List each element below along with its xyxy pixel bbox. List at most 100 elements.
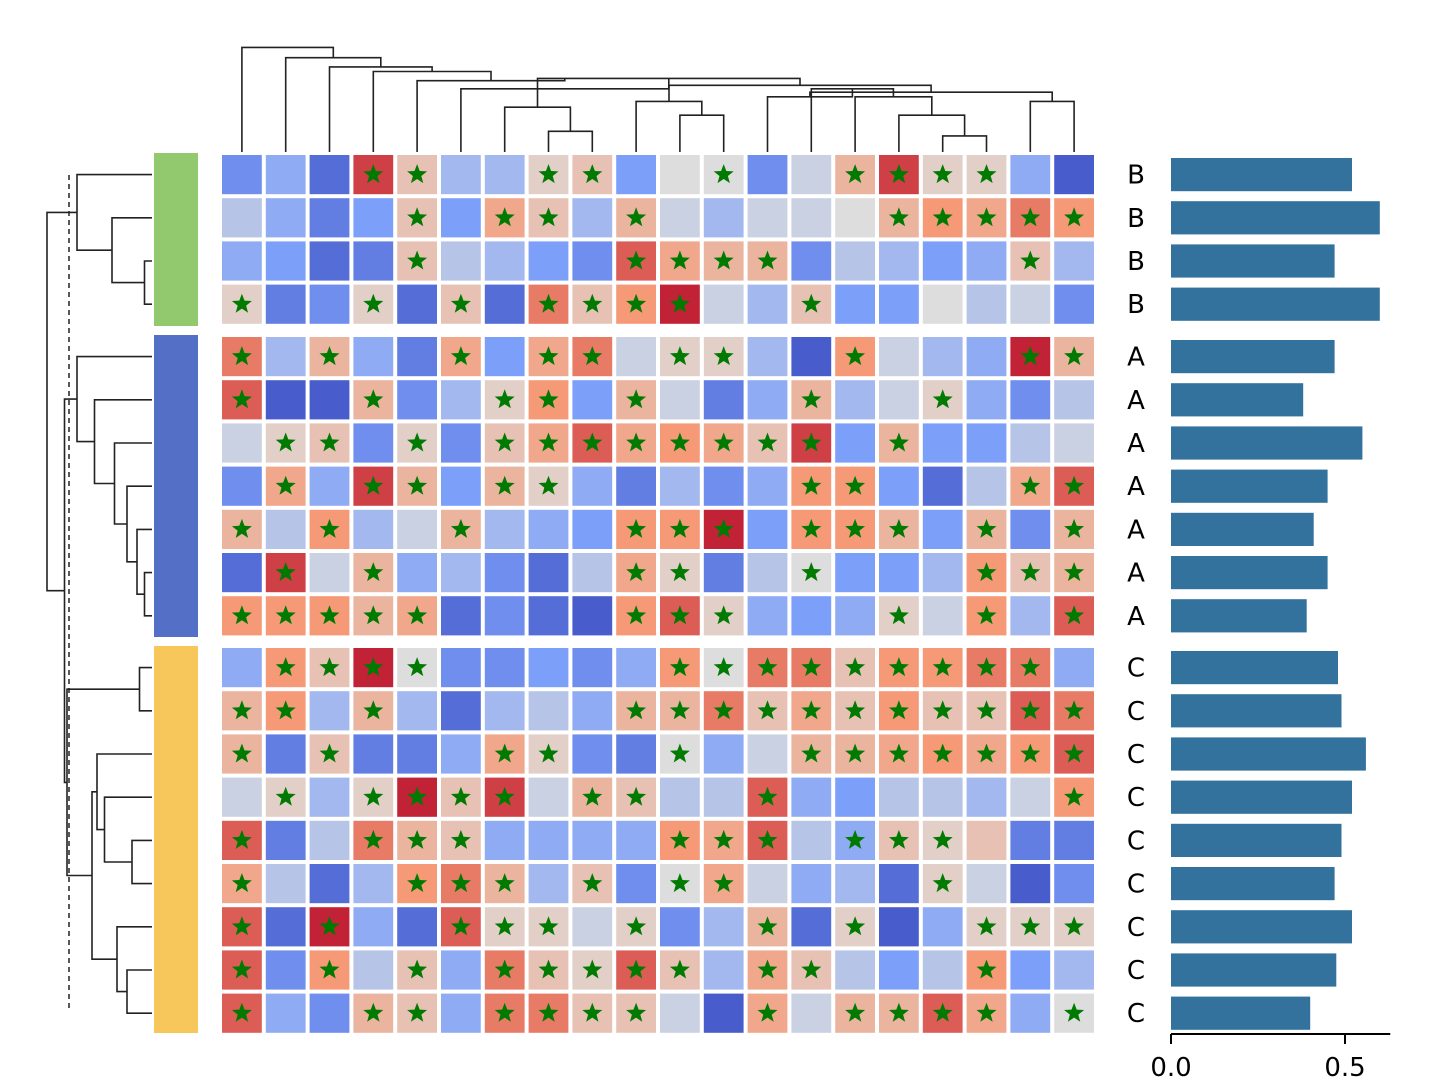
heatmap-cell bbox=[309, 820, 350, 860]
heatmap-cell bbox=[441, 155, 481, 195]
significance-star-marker bbox=[538, 743, 559, 763]
significance-star-marker bbox=[932, 743, 953, 763]
heatmap-cell bbox=[747, 864, 788, 904]
significance-star-marker bbox=[450, 293, 471, 313]
row-dendrogram-link bbox=[46, 211, 77, 592]
heatmap-cell bbox=[484, 648, 525, 688]
significance-star-marker bbox=[582, 1002, 603, 1022]
significance-star-marker bbox=[669, 250, 690, 270]
heatmap-cell bbox=[1010, 155, 1051, 195]
significance-star-marker bbox=[231, 605, 252, 625]
heatmap-cell bbox=[222, 155, 262, 195]
significance-star-marker bbox=[538, 432, 559, 452]
heatmap-cell bbox=[397, 509, 437, 549]
column-dendrogram-link bbox=[898, 114, 966, 152]
significance-star-marker bbox=[407, 475, 428, 495]
significance-star-marker bbox=[538, 1002, 559, 1022]
significance-star-marker bbox=[231, 743, 252, 763]
significance-star-marker bbox=[494, 475, 515, 495]
heatmap-cell bbox=[660, 993, 700, 1033]
heatmap-cell bbox=[528, 777, 569, 817]
heatmap-cell bbox=[703, 553, 744, 593]
significance-star-marker bbox=[976, 657, 997, 677]
heatmap-cell bbox=[703, 198, 744, 238]
significance-star-marker bbox=[450, 786, 471, 806]
heatmap-cell bbox=[1010, 423, 1051, 463]
significance-star-marker bbox=[538, 959, 559, 979]
heatmap-cell bbox=[922, 241, 963, 281]
significance-star-marker bbox=[1064, 346, 1085, 366]
significance-star-marker bbox=[231, 389, 252, 409]
heatmap-cell bbox=[747, 509, 788, 549]
heatmap-cell bbox=[441, 423, 481, 463]
significance-star-marker bbox=[626, 1002, 647, 1022]
side-bar bbox=[1171, 910, 1352, 944]
significance-star-marker bbox=[582, 959, 603, 979]
heatmap-cell bbox=[353, 241, 394, 281]
row-label: C bbox=[1127, 654, 1145, 684]
heatmap-cell bbox=[791, 907, 832, 947]
heatmap-cell bbox=[265, 734, 306, 774]
significance-star-marker bbox=[1064, 518, 1085, 538]
significance-star-marker bbox=[407, 164, 428, 184]
significance-star-marker bbox=[976, 700, 997, 720]
heatmap-cell bbox=[703, 380, 744, 420]
heatmap-cell bbox=[879, 337, 919, 377]
heatmap-cell bbox=[835, 241, 875, 281]
row-dendrogram-link bbox=[66, 688, 140, 877]
row-label: A bbox=[1127, 386, 1145, 416]
heatmap-cell bbox=[441, 691, 481, 731]
side-bar bbox=[1171, 599, 1307, 633]
significance-star-marker bbox=[363, 164, 384, 184]
significance-star-marker bbox=[319, 605, 340, 625]
row-label: A bbox=[1127, 515, 1145, 545]
heatmap-cell bbox=[747, 596, 788, 636]
side-bar bbox=[1171, 737, 1366, 771]
significance-star-marker bbox=[888, 1002, 909, 1022]
significance-star-marker bbox=[626, 293, 647, 313]
significance-star-marker bbox=[538, 916, 559, 936]
significance-star-marker bbox=[1064, 786, 1085, 806]
heatmap-cell bbox=[703, 777, 744, 817]
heatmap-cell bbox=[922, 423, 963, 463]
heatmap-cell bbox=[835, 284, 875, 324]
row-label: B bbox=[1127, 247, 1145, 277]
significance-star-marker bbox=[231, 518, 252, 538]
significance-star-marker bbox=[538, 293, 559, 313]
heatmap-cell bbox=[966, 284, 1007, 324]
heatmap-cell bbox=[309, 553, 350, 593]
significance-star-marker bbox=[407, 959, 428, 979]
significance-star-marker bbox=[932, 389, 953, 409]
significance-star-marker bbox=[801, 432, 822, 452]
significance-star-marker bbox=[976, 1002, 997, 1022]
significance-star-marker bbox=[713, 250, 734, 270]
significance-star-marker bbox=[669, 605, 690, 625]
significance-star-marker bbox=[494, 432, 515, 452]
significance-star-marker bbox=[669, 873, 690, 893]
heatmap-cell bbox=[747, 337, 788, 377]
significance-star-marker bbox=[757, 1002, 778, 1022]
significance-star-marker bbox=[494, 207, 515, 227]
heatmap-cell bbox=[572, 734, 613, 774]
significance-star-marker bbox=[757, 250, 778, 270]
heatmap-cell bbox=[835, 198, 875, 238]
significance-star-marker bbox=[669, 293, 690, 313]
side-bar bbox=[1171, 823, 1342, 857]
heatmap-cell bbox=[966, 241, 1007, 281]
significance-star-marker bbox=[845, 829, 866, 849]
heatmap-cell bbox=[528, 864, 569, 904]
significance-star-marker bbox=[669, 959, 690, 979]
side-bar bbox=[1171, 694, 1342, 728]
significance-star-marker bbox=[494, 743, 515, 763]
heatmap-cell bbox=[879, 241, 919, 281]
heatmap-cell bbox=[703, 993, 744, 1033]
heatmap-cell bbox=[484, 241, 525, 281]
significance-star-marker bbox=[363, 605, 384, 625]
heatmap-cell bbox=[703, 734, 744, 774]
side-bar bbox=[1171, 287, 1380, 321]
side-bar bbox=[1171, 867, 1335, 901]
heatmap-cell bbox=[660, 380, 700, 420]
significance-star-marker bbox=[1020, 346, 1041, 366]
